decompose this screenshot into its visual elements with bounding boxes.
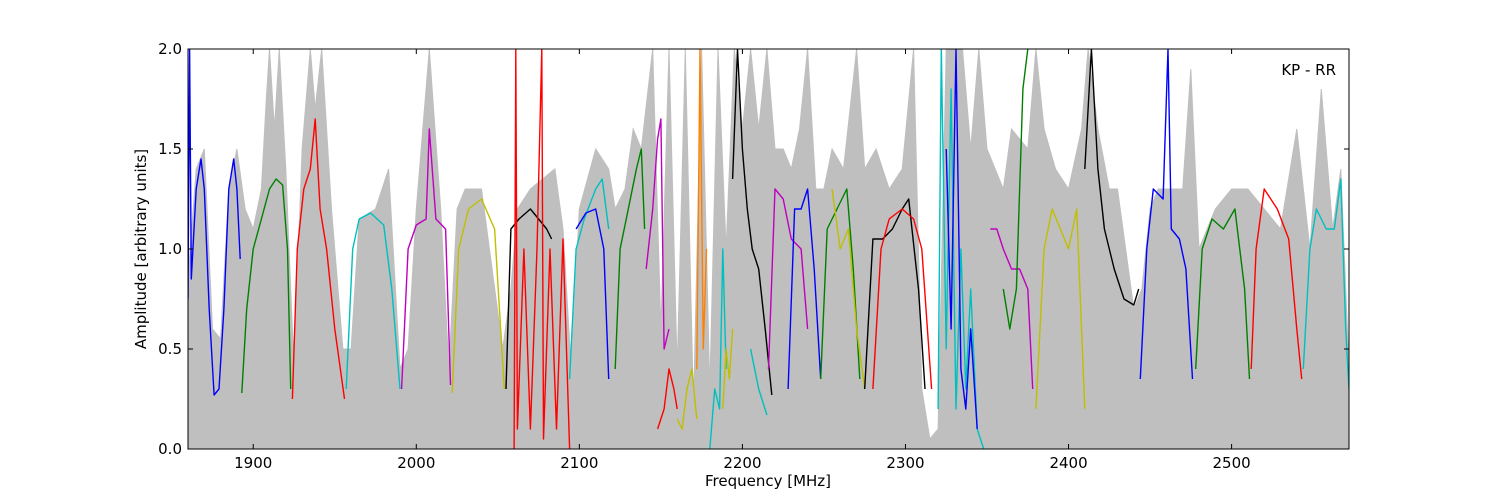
series-line-11	[614, 148, 646, 370]
series-line-27	[945, 49, 978, 430]
x-tick-label: 2300	[886, 454, 924, 472]
y-axis-label: Amplitude [arbitrary units]	[132, 149, 150, 349]
series-line-9	[568, 178, 610, 380]
series-line-24	[864, 198, 926, 390]
series-line-15	[696, 49, 708, 370]
y-tick-label: 0.0	[158, 440, 182, 458]
x-tick-label: 1900	[234, 454, 272, 472]
series-line-25	[872, 208, 933, 390]
series-line-31	[1084, 49, 1140, 306]
series-line-13	[656, 368, 678, 430]
envelope-band	[188, 49, 1349, 449]
series-line-26	[937, 49, 985, 449]
series-line-35	[1302, 178, 1349, 390]
series-line-12	[645, 118, 670, 350]
series-line-7	[505, 208, 553, 390]
series-line-30	[1035, 208, 1086, 410]
y-tick-label: 2.0	[158, 40, 182, 58]
series-line-16	[709, 248, 727, 449]
x-tick-label: 2000	[397, 454, 435, 472]
series-line-19	[749, 348, 768, 416]
series-line-14	[676, 368, 698, 430]
series-line-34	[1250, 188, 1303, 380]
series-line-18	[731, 49, 773, 396]
plot-area	[188, 49, 1349, 449]
annotation-label: KP - RR	[1281, 61, 1336, 79]
series-line-3	[291, 118, 346, 400]
series-line-23	[831, 188, 866, 390]
series-line-1	[188, 49, 241, 396]
series-line-28	[990, 228, 1034, 390]
series-line-32	[1139, 49, 1194, 380]
series-line-22	[820, 188, 861, 380]
x-axis: 1900 2000 2100 2200 2300 2400 2500	[234, 49, 1251, 472]
x-axis-label: Frequency [MHz]	[705, 472, 831, 490]
y-tick-label: 1.5	[158, 140, 182, 158]
x-tick-label: 2100	[560, 454, 598, 472]
series-line-20	[767, 188, 809, 370]
series-line-8	[513, 49, 571, 449]
y-tick-label: 1.0	[158, 240, 182, 258]
series-line-6	[451, 198, 505, 394]
series-line-2	[241, 178, 292, 394]
series-line-17	[722, 328, 734, 410]
series-line-10	[575, 208, 610, 380]
series-line-4	[345, 212, 401, 390]
x-tick-label: 2400	[1049, 454, 1087, 472]
y-axis: 0.0 0.5 1.0 1.5 2.0	[158, 40, 1349, 458]
series-line-33	[1195, 208, 1251, 380]
x-tick-label: 2500	[1213, 454, 1251, 472]
series-line-29	[1002, 49, 1029, 330]
y-tick-label: 0.5	[158, 340, 182, 358]
series-line-21	[787, 188, 822, 390]
series-line-5	[400, 128, 452, 390]
x-tick-label: 2200	[723, 454, 761, 472]
